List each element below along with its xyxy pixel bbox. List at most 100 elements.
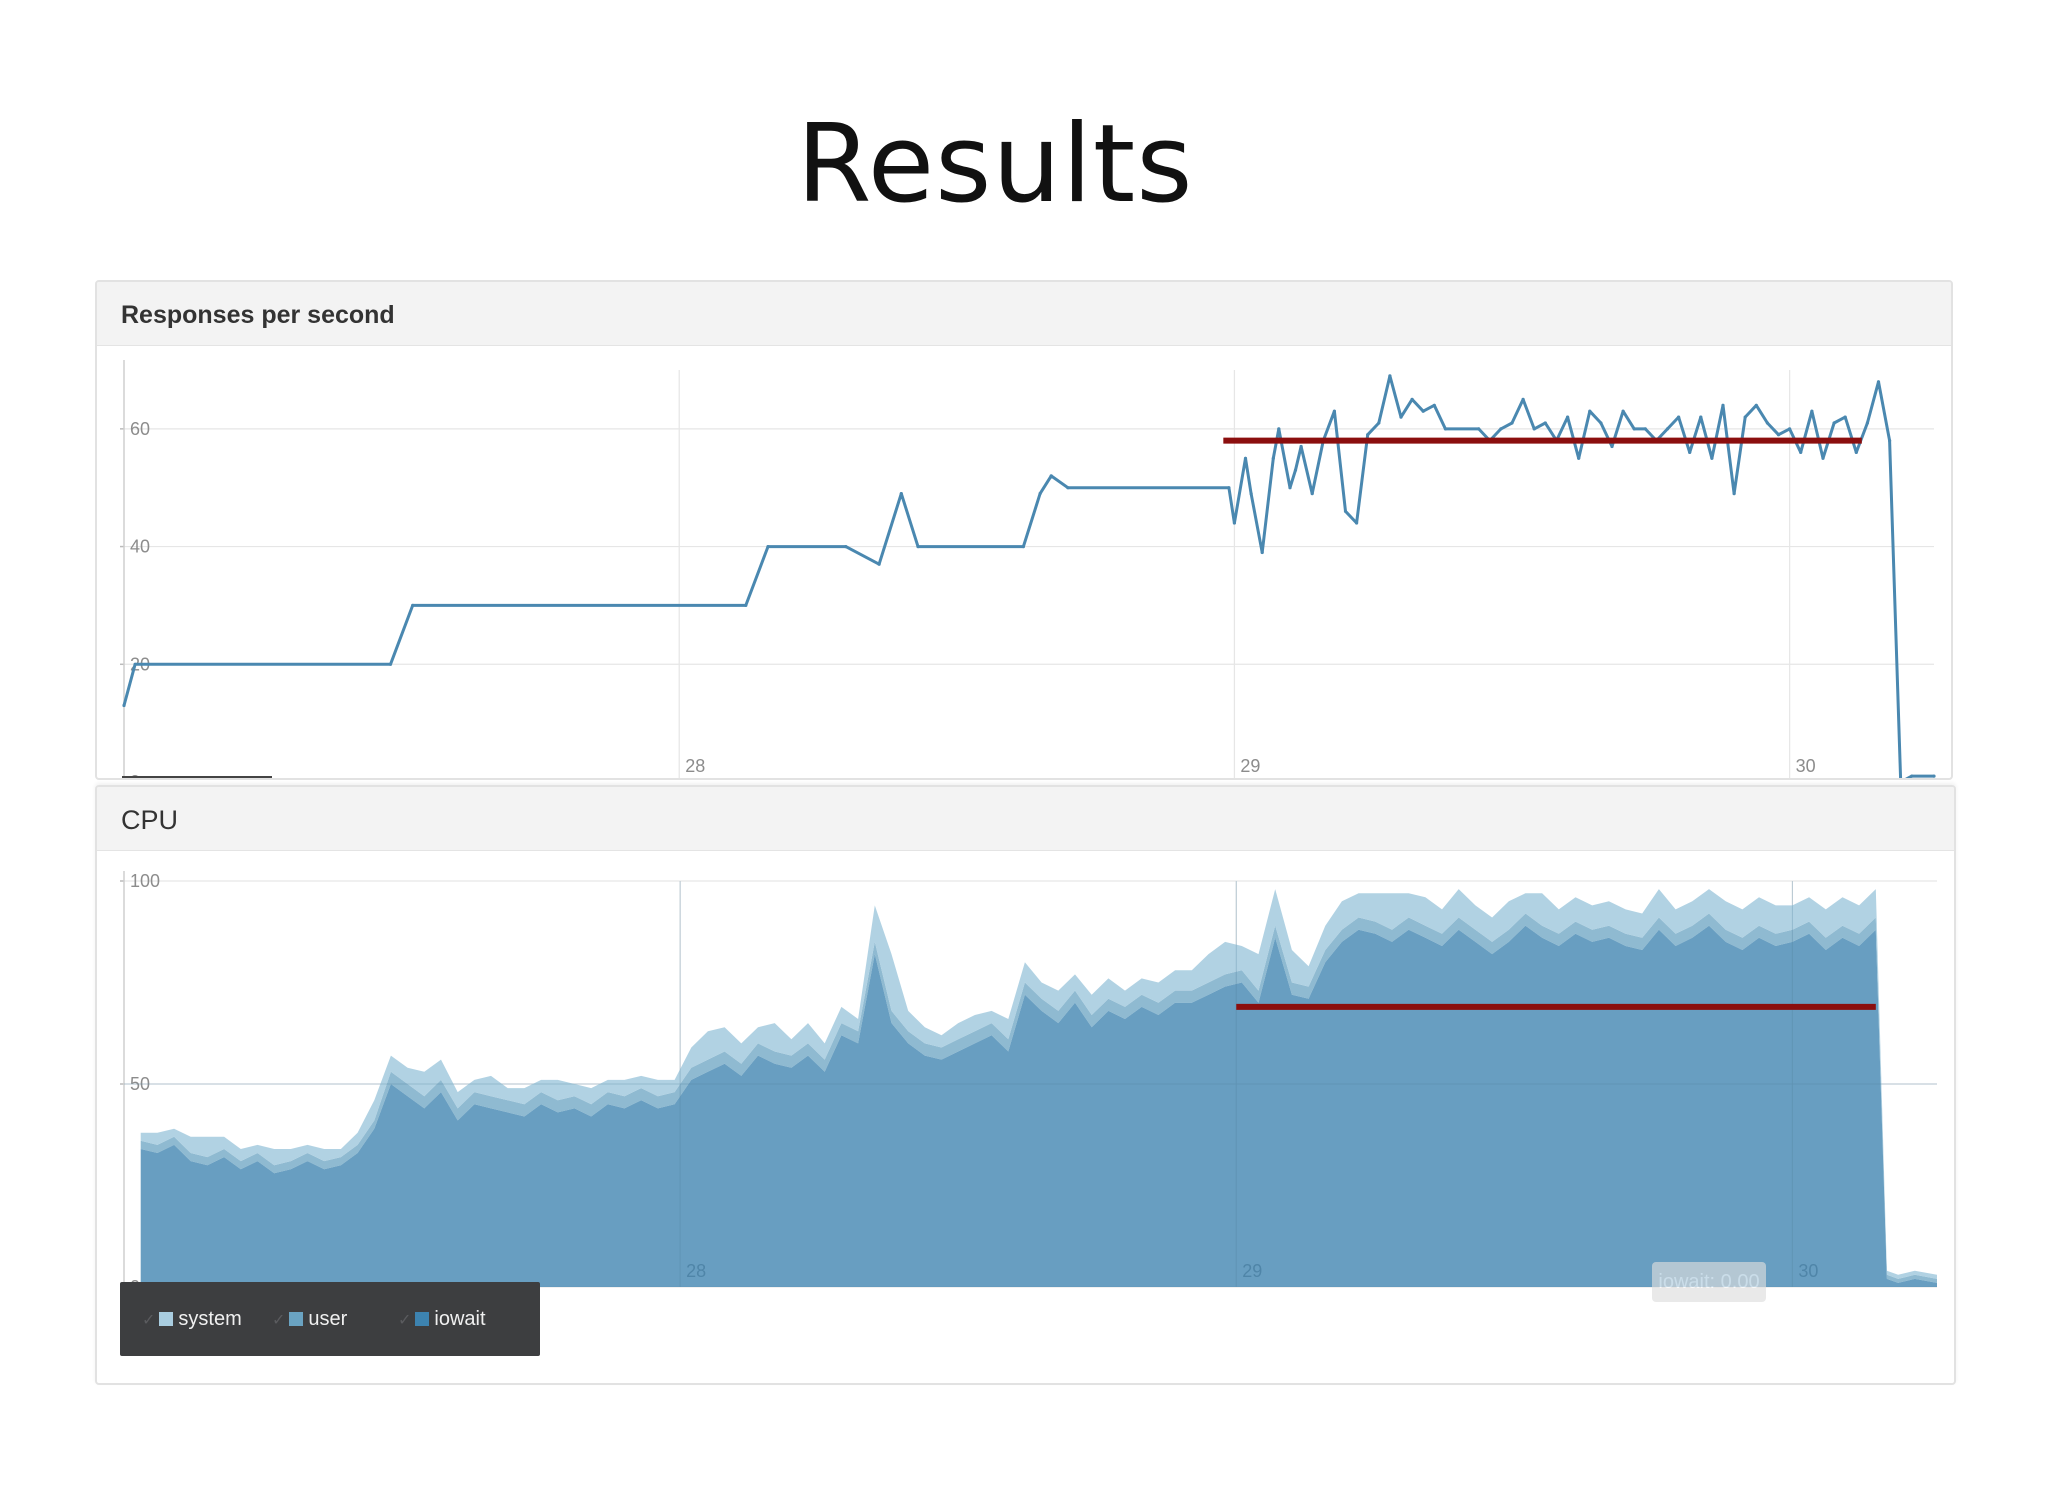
rps-series-line [122,374,1934,778]
legend-item-iowait[interactable]: ✓ iowait [398,1306,486,1332]
rps-data-point [1288,486,1292,490]
legend-label-system: system [178,1308,242,1330]
rps-data-point [1421,409,1425,413]
rps-data-point [1721,403,1725,407]
rps-data-point [744,603,748,607]
cpu-legend: ✓ system ✓ user ✓ iowait [120,1282,540,1356]
legend-label-user: user [308,1308,348,1330]
rps-data-point [1710,456,1714,460]
responses-chart-title: Responses per second [97,282,1951,346]
rps-data-point [1876,380,1881,384]
rps-data-point [1799,450,1803,454]
x-tick-label: 30 [1796,756,1816,776]
rps-data-point [1410,397,1414,401]
rps-data-point [1577,456,1581,460]
rps-data-point [1699,415,1703,419]
rps-data-point [1443,427,1447,431]
rps-data-point [1510,421,1514,425]
rps-data-point [877,562,881,566]
rps-data-point [1399,415,1403,419]
checkmark-icon: ✓ [272,1312,286,1329]
rps-data-point [1843,415,1847,419]
rps-data-point [1299,444,1303,449]
rps-data-point [1821,456,1825,460]
rps-data-point [1599,421,1603,425]
rps-data-point [1776,433,1781,437]
rps-data-point [916,545,920,549]
rps-data-point [1910,774,1914,778]
rps-data-point [1232,521,1236,525]
rps-data-point [133,662,137,666]
rps-data-point [1293,468,1298,472]
rps-data-point [899,492,903,496]
rps-data-point [1343,509,1348,513]
rps-data-point [1366,433,1370,437]
rps-data-point [844,545,848,549]
rps-data-point [1810,409,1814,413]
rps-data-point [1832,421,1836,425]
rps-data-point [1665,427,1670,431]
rps-data-point [1854,450,1858,454]
legend-item-system[interactable]: ✓ system [142,1306,242,1332]
rps-data-point [1865,421,1869,425]
rps-data-point [1566,415,1570,419]
rps-data-point [1066,486,1070,490]
rps-data-point [122,703,126,708]
rps-data-point [1332,409,1336,413]
cpu-chart-title: CPU [97,787,1954,851]
y-tick-label: 100 [130,871,160,891]
rps-data-point [1743,415,1747,419]
rps-data-point [1688,450,1692,454]
legend-item-user[interactable]: ✓ user [272,1306,347,1332]
cpu-area-system [140,889,1938,1279]
rps-data-point [1521,397,1525,401]
rps-data-point [1588,409,1592,413]
legend-swatch-system [159,1312,174,1326]
y-tick-label: 60 [130,419,150,439]
rps-data-point [1677,415,1681,419]
rps-data-point [1732,492,1736,496]
rps-data-point [1888,439,1892,443]
rps-data-point [766,545,770,549]
rps-data-point [1249,492,1253,496]
rps-data-point [1310,492,1314,496]
rps-data-point [1038,492,1042,496]
rps-data-point [1477,427,1481,431]
checkmark-icon: ✓ [398,1312,412,1329]
rps-data-point [388,662,393,666]
rps-data-point [1632,427,1636,431]
rps-data-point [1260,550,1264,555]
hover-tooltip: iowait: 0.00 [1652,1262,1766,1302]
slide-title: Results [796,102,1194,227]
rps-data-point [411,603,415,607]
rps-data-point [1765,421,1769,425]
rps-data-point [1243,456,1248,460]
x-tick-label: 29 [1240,756,1260,776]
checkmark-icon: ✓ [142,1312,156,1329]
rps-data-point [1643,427,1647,431]
rps-data-point [1277,427,1281,431]
rps-data-point [1271,456,1275,460]
rps-range-indicator [122,776,272,778]
rps-data-point [1377,421,1381,425]
rps-data-point [1543,421,1547,425]
rps-data-point [1499,427,1503,431]
rps-data-point [1021,545,1025,549]
legend-swatch-iowait [415,1312,430,1326]
legend-label-iowait: iowait [434,1308,486,1330]
rps-data-point [1621,409,1625,413]
cpu-area-iowait [140,925,1938,1287]
rps-data-point [1610,444,1614,449]
rps-data-point [1227,486,1231,490]
y-tick-label: 40 [130,537,150,557]
rps-data-point [1432,403,1436,407]
responses-chart-panel: Responses per second 0 20 40 60 28 29 30 [95,280,1953,780]
rps-data-point [1932,774,1936,778]
rps-data-point [1532,427,1536,431]
rps-data-point [1788,427,1792,431]
rps-data-point [1754,403,1758,407]
rps-data-point [1388,374,1392,378]
x-tick-label: 28 [685,756,705,776]
rps-data-point [1355,521,1359,525]
